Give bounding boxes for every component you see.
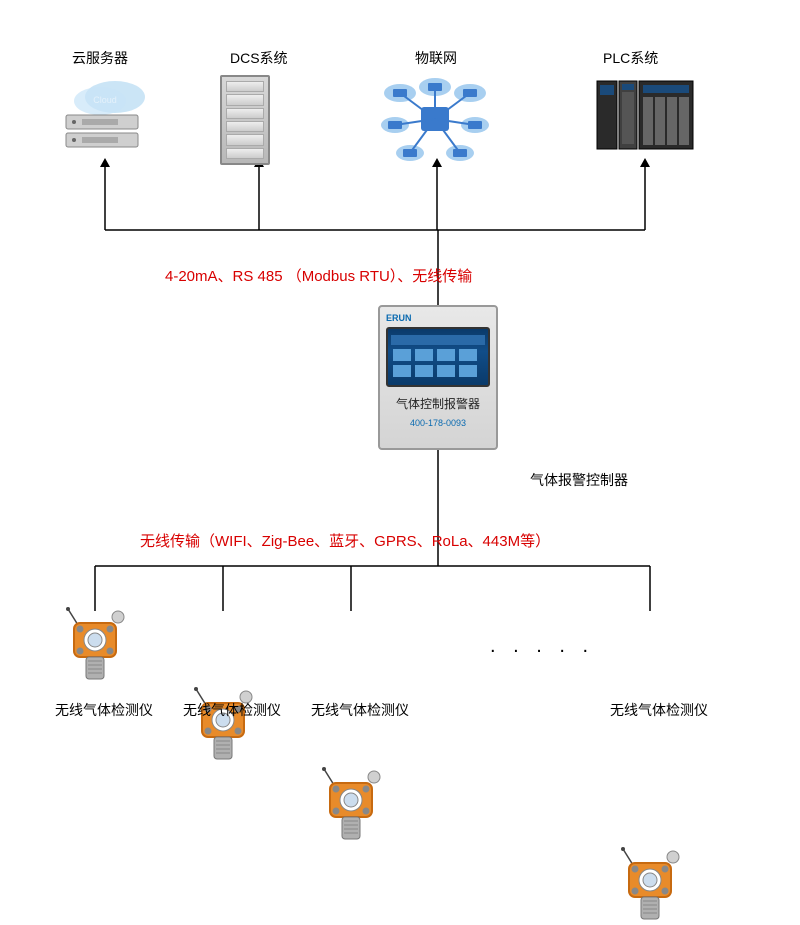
gas-detector-icon bbox=[316, 765, 386, 845]
cloud-server-icon: Cloud bbox=[60, 75, 150, 155]
controller-screen bbox=[386, 327, 490, 387]
svg-text:Cloud: Cloud bbox=[93, 95, 117, 105]
plc-system-label: PLC系统 bbox=[603, 48, 658, 68]
lower-protocol-label: 无线传输（WIFI、Zig-Bee、蓝牙、GPRS、RoLa、443M等） bbox=[140, 530, 550, 551]
dcs-system-label: DCS系统 bbox=[230, 48, 288, 68]
gas-detector-label: 无线气体检测仪 bbox=[183, 700, 281, 720]
gas-detector-label: 无线气体检测仪 bbox=[311, 700, 409, 720]
controller-panel-label: 气体控制报警器 bbox=[386, 395, 490, 412]
controller-phone: 400-178-0093 bbox=[386, 418, 490, 428]
ellipsis-dots: . . . . . bbox=[490, 635, 594, 658]
iot-label: 物联网 bbox=[415, 48, 457, 68]
gas-detector-label: 无线气体检测仪 bbox=[55, 700, 153, 720]
gas-alarm-controller-icon: ERUN 气体控制报警器 400-178-0093 bbox=[378, 305, 498, 450]
gas-detector-icon bbox=[188, 685, 258, 765]
cloud-server-label: 云服务器 bbox=[72, 48, 128, 68]
plc-system-icon bbox=[595, 75, 695, 155]
gas-detector-label: 无线气体检测仪 bbox=[610, 700, 708, 720]
dcs-cabinet-icon bbox=[220, 75, 270, 165]
controller-brand: ERUN bbox=[386, 313, 490, 323]
iot-network-icon bbox=[375, 75, 495, 165]
gas-detector-icon bbox=[60, 605, 130, 685]
controller-side-label: 气体报警控制器 bbox=[530, 470, 628, 490]
upper-protocol-label: 4-20mA、RS 485 （Modbus RTU）、无线传输 bbox=[165, 265, 472, 286]
gas-detector-icon bbox=[615, 845, 685, 925]
